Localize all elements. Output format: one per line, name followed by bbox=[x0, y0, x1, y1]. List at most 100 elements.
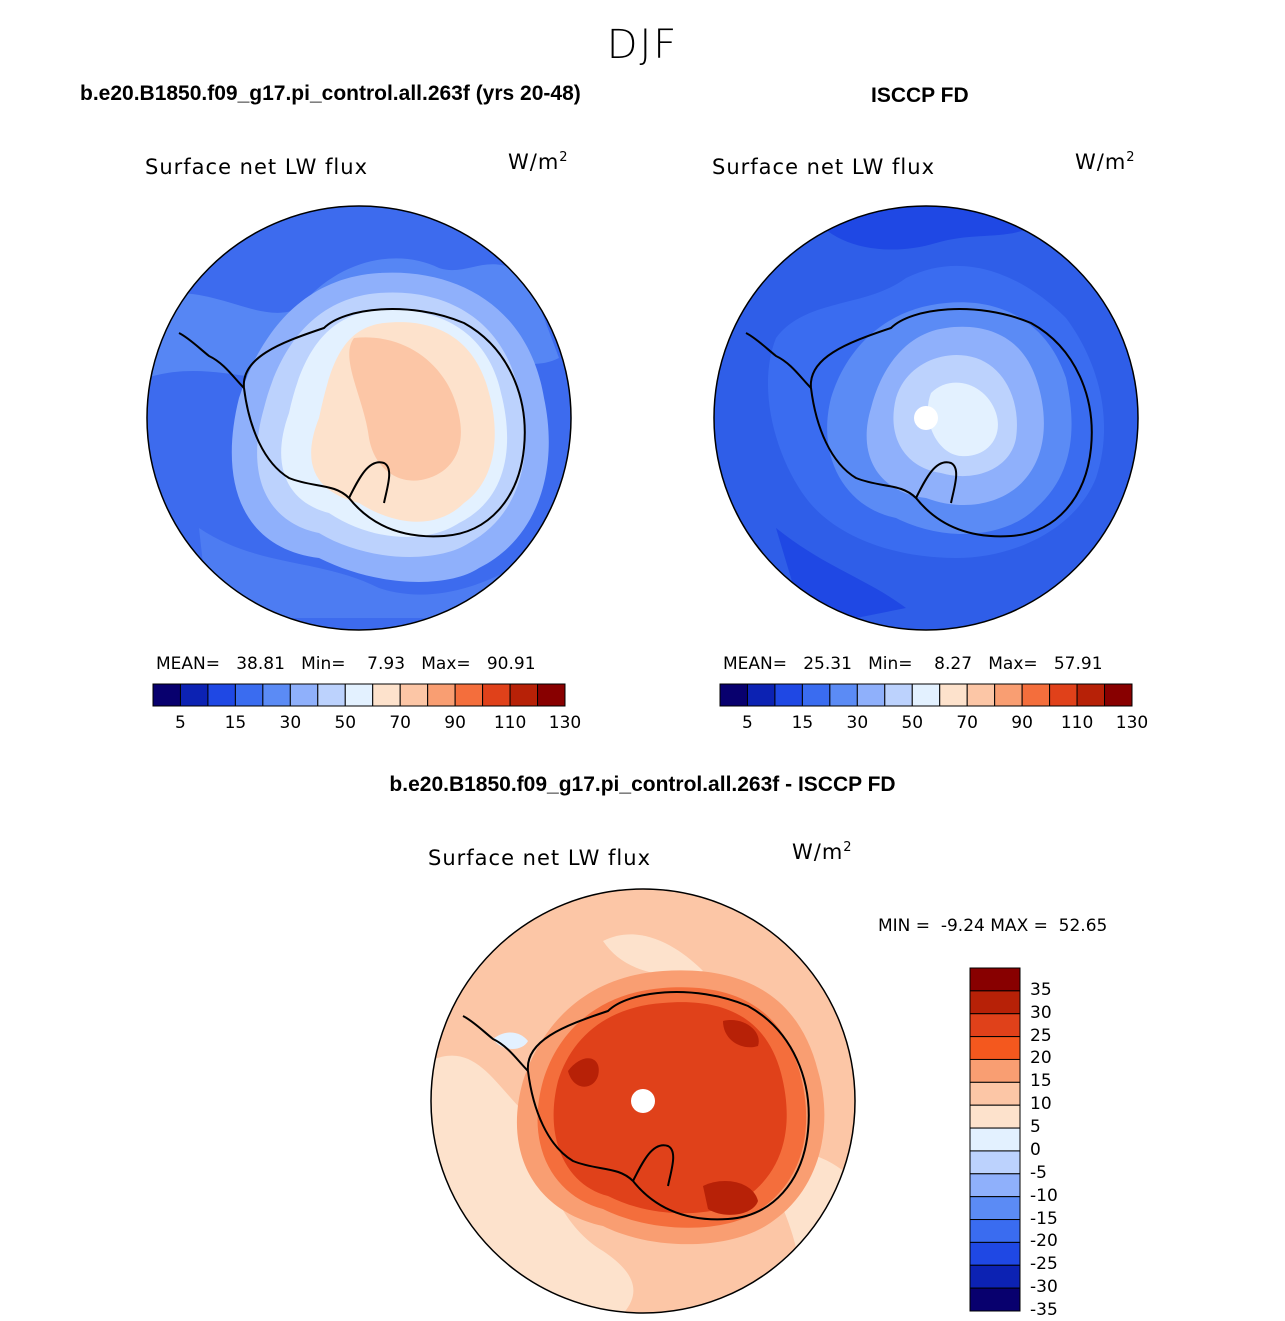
colorbar-tick-label: 70 bbox=[956, 713, 979, 733]
colorbar-swatch bbox=[969, 967, 1021, 992]
colorbar-level-label: 5 bbox=[1030, 1117, 1041, 1138]
colorbar-swatch bbox=[152, 683, 181, 707]
colorbar-swatch bbox=[969, 1241, 1021, 1266]
colorbar-swatch bbox=[969, 1287, 1021, 1312]
colorbar-swatch bbox=[746, 683, 776, 707]
colorbar-swatch bbox=[399, 683, 429, 707]
obs-case-title: ISCCP FD bbox=[871, 84, 969, 107]
colorbar-level-label: -20 bbox=[1030, 1231, 1058, 1252]
colorbar-swatch bbox=[234, 683, 264, 707]
colorbar-tick-label: 30 bbox=[846, 713, 869, 733]
diff-interior-high bbox=[553, 1002, 787, 1214]
obs-coastline bbox=[809, 308, 1093, 538]
colorbar-swatch bbox=[537, 683, 566, 707]
colorbar-level-label: 10 bbox=[1030, 1094, 1052, 1115]
diff-coastline bbox=[526, 991, 810, 1221]
diff-map-border bbox=[430, 888, 856, 1314]
colorbar-swatch bbox=[966, 683, 996, 707]
colorbar-tick-label: 110 bbox=[493, 713, 527, 733]
diff-variable-label: Surface net LW flux bbox=[428, 846, 651, 870]
colorbar-level-label: 20 bbox=[1030, 1048, 1052, 1069]
colorbar-level-label: -30 bbox=[1030, 1277, 1058, 1298]
colorbar-swatch bbox=[289, 683, 319, 707]
colorbar-swatch bbox=[856, 683, 886, 707]
diff-colorbar bbox=[969, 967, 1021, 1312]
diff-case-title: b.e20.B1850.f09_g17.pi_control.all.263f … bbox=[389, 773, 896, 796]
colorbar-swatch bbox=[774, 683, 803, 707]
plot-main-title: DJF bbox=[606, 22, 679, 68]
colorbar-swatch bbox=[801, 683, 831, 707]
model-colorbar bbox=[152, 683, 566, 707]
colorbar-swatch bbox=[454, 683, 484, 707]
colorbar-level-label: -5 bbox=[1030, 1162, 1047, 1183]
model-variable-label: Surface net LW flux bbox=[145, 155, 368, 179]
colorbar-level-label: -15 bbox=[1030, 1208, 1058, 1229]
obs-stats-line: MEAN= 25.31 Min= 8.27 Max= 57.91 bbox=[723, 654, 1103, 674]
model-stats-line: MEAN= 38.81 Min= 7.93 Max= 90.91 bbox=[156, 654, 536, 674]
colorbar-level-label: 0 bbox=[1030, 1139, 1041, 1160]
colorbar-tick-label: 130 bbox=[1115, 713, 1149, 733]
model-interior-max bbox=[349, 337, 461, 481]
colorbar-swatch bbox=[969, 1150, 1021, 1175]
colorbar-tick-label: 110 bbox=[1060, 713, 1094, 733]
obs-colorbar bbox=[719, 683, 1133, 707]
colorbar-tick-label: 90 bbox=[444, 713, 466, 733]
colorbar-swatch bbox=[1076, 683, 1106, 707]
colorbar-swatch bbox=[969, 1036, 1021, 1060]
diff-minmax-line: MIN = -9.24 MAX = 52.65 bbox=[878, 916, 1108, 936]
colorbar-tick-label: 90 bbox=[1011, 713, 1033, 733]
colorbar-tick-label: 30 bbox=[279, 713, 302, 733]
colorbar-swatch bbox=[344, 683, 374, 707]
colorbar-level-label: 30 bbox=[1030, 1002, 1052, 1023]
colorbar-swatch bbox=[1049, 683, 1078, 707]
obs-pole-hole bbox=[914, 406, 938, 430]
colorbar-swatch bbox=[719, 683, 748, 707]
colorbar-swatch bbox=[969, 1013, 1021, 1038]
colorbar-swatch bbox=[969, 990, 1021, 1015]
model-polar-map bbox=[146, 205, 572, 631]
model-units-label: W/m2 bbox=[508, 150, 569, 174]
colorbar-swatch bbox=[969, 1219, 1021, 1243]
colorbar-tick-label: 50 bbox=[334, 713, 357, 733]
colorbar-level-label: 15 bbox=[1030, 1071, 1052, 1092]
colorbar-tick-label: 5 bbox=[175, 713, 186, 733]
model-colorbar-ticks: 5 15 30 50 70 90 110 130 bbox=[153, 713, 581, 733]
colorbar-swatch bbox=[994, 683, 1023, 707]
colorbar-swatch bbox=[372, 683, 401, 707]
model-coastline bbox=[242, 308, 526, 538]
colorbar-swatch bbox=[262, 683, 291, 707]
diff-colorbar-labels: 35 30 25 20 15 10 5 0 -5 -10 -15 -20 -25 -30 -35 bbox=[1030, 968, 1090, 1320]
colorbar-swatch bbox=[969, 1173, 1021, 1198]
colorbar-swatch bbox=[969, 1264, 1021, 1289]
colorbar-swatch bbox=[829, 683, 858, 707]
colorbar-swatch bbox=[317, 683, 346, 707]
obs-polar-map bbox=[713, 205, 1139, 631]
colorbar-swatch bbox=[1104, 683, 1133, 707]
colorbar-swatch bbox=[969, 1127, 1021, 1152]
colorbar-tick-label: 70 bbox=[389, 713, 412, 733]
colorbar-tick-label: 130 bbox=[548, 713, 582, 733]
obs-variable-label: Surface net LW flux bbox=[712, 155, 935, 179]
colorbar-swatch bbox=[427, 683, 456, 707]
colorbar-swatch bbox=[939, 683, 968, 707]
colorbar-tick-label: 5 bbox=[742, 713, 753, 733]
colorbar-tick-label: 50 bbox=[901, 713, 924, 733]
model-map-border bbox=[146, 205, 572, 631]
colorbar-swatch bbox=[179, 683, 209, 707]
colorbar-swatch bbox=[969, 1058, 1021, 1083]
colorbar-swatch bbox=[969, 1196, 1021, 1221]
diff-units-label: W/m2 bbox=[792, 840, 853, 864]
colorbar-level-label: -10 bbox=[1030, 1185, 1058, 1206]
model-case-title: b.e20.B1850.f09_g17.pi_control.all.263f … bbox=[80, 82, 581, 105]
colorbar-swatch bbox=[884, 683, 913, 707]
obs-colorbar-ticks: 5 15 30 50 70 90 110 130 bbox=[720, 713, 1148, 733]
colorbar-tick-label: 15 bbox=[224, 713, 247, 733]
colorbar-level-label: -25 bbox=[1030, 1254, 1058, 1275]
colorbar-swatch bbox=[969, 1104, 1021, 1129]
obs-units-label: W/m2 bbox=[1075, 150, 1136, 174]
colorbar-swatch bbox=[969, 1081, 1021, 1106]
colorbar-swatch bbox=[482, 683, 511, 707]
colorbar-level-label: -35 bbox=[1030, 1300, 1058, 1320]
colorbar-level-label: 25 bbox=[1030, 1025, 1052, 1046]
diff-pole-hole bbox=[631, 1089, 655, 1113]
